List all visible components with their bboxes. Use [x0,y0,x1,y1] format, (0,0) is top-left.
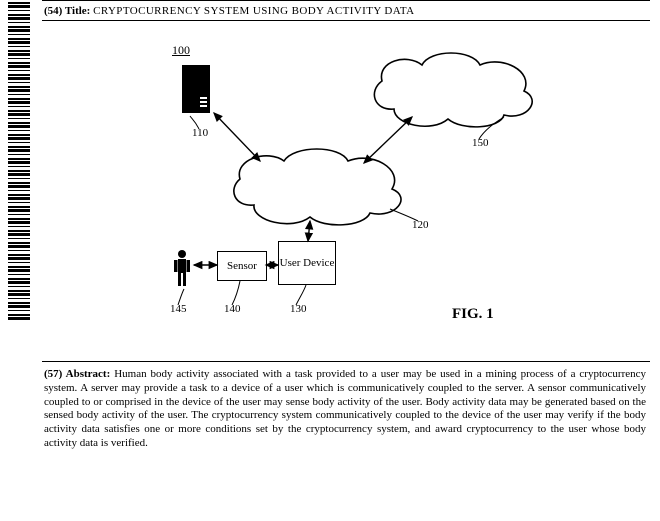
ref-150: 150 [472,137,489,149]
ref-145: 145 [170,303,187,315]
top-rule [42,0,650,1]
server-icon [182,65,210,113]
page-content: (54) Title: CRYPTOCURRENCY SYSTEM USING … [42,0,650,521]
ref-140: 140 [224,303,241,315]
title-text: CRYPTOCURRENCY SYSTEM USING BODY ACTIVIT… [93,5,414,17]
ref-100: 100 [172,43,190,58]
ref-120: 120 [412,219,429,231]
person-icon [172,249,192,287]
abstract-field-label: (57) Abstract: [44,368,110,380]
user-device-box: User Device [278,241,336,285]
title-row: (54) Title: CRYPTOCURRENCY SYSTEM USING … [42,3,650,20]
crypto-cloud-label: Cryptocurrency System [402,73,512,97]
title-field-label: (54) Title: [44,5,90,17]
ref-110: 110 [192,127,208,139]
barcode-strip [8,2,30,322]
abstract: (57) Abstract: Human body activity assoc… [42,362,650,451]
sensor-box: Sensor [217,251,267,281]
figure-caption: FIG. 1 [452,306,494,323]
abstract-text: Human body activity associated with a ta… [44,368,646,449]
figure-area: 100 110 Cryptocurrency System 150 Commun… [42,21,650,361]
network-cloud-label: Communication Network [266,171,376,195]
ref-130: 130 [290,303,307,315]
